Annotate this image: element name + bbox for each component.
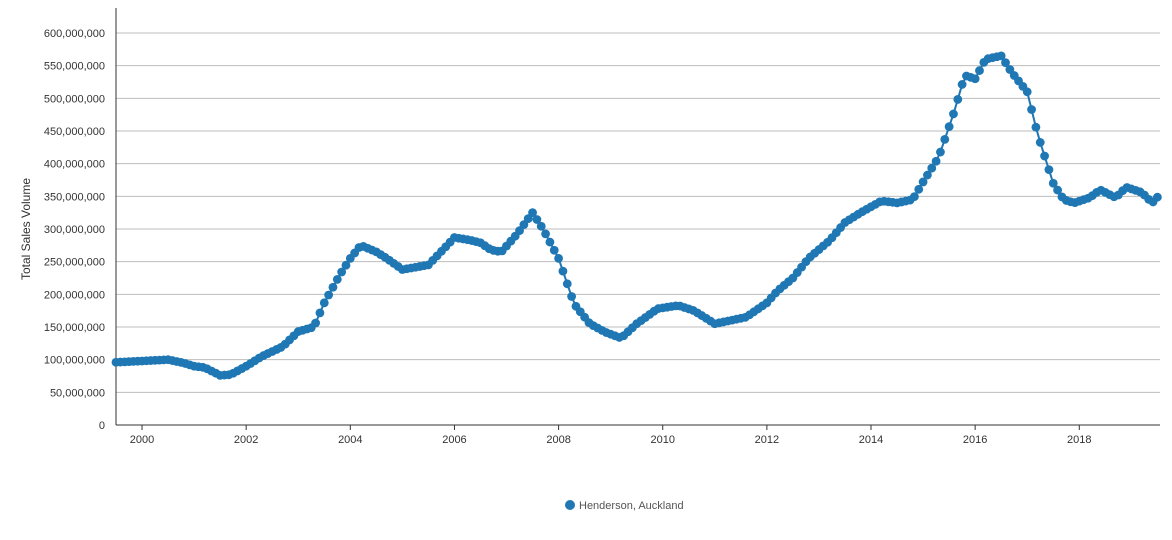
x-tick-label: 2004 — [338, 434, 362, 446]
data-point[interactable] — [949, 109, 958, 119]
y-tick-label: 550,000,000 — [44, 61, 105, 73]
legend-marker — [565, 500, 575, 510]
data-point[interactable] — [532, 215, 542, 224]
grid-lines — [116, 32, 1160, 393]
data-point[interactable] — [341, 260, 351, 270]
x-tick-label: 2016 — [963, 434, 987, 446]
data-point[interactable] — [940, 134, 950, 144]
y-tick-label: 400,000,000 — [44, 159, 105, 171]
y-tick-label: 600,000,000 — [44, 28, 105, 40]
x-axis-ticks: 2000 2002 2004 2006 2008 2010 2012 2014 2016 2018 — [130, 425, 1092, 446]
data-point[interactable] — [953, 95, 963, 104]
data-point[interactable] — [332, 275, 342, 284]
y-tick-label: 350,000,000 — [44, 191, 105, 203]
data-point[interactable] — [931, 156, 941, 166]
y-tick-label: 150,000,000 — [44, 322, 105, 334]
y-axis-title: Total Sales Volume — [19, 178, 33, 280]
data-point[interactable] — [1153, 192, 1162, 202]
data-point[interactable] — [996, 51, 1006, 61]
y-tick-label: 200,000,000 — [44, 289, 105, 301]
y-tick-label: 0 — [99, 420, 105, 432]
x-tick-label: 2012 — [755, 434, 779, 446]
data-point[interactable] — [1044, 165, 1054, 175]
data-point[interactable] — [1001, 58, 1010, 68]
data-point[interactable] — [337, 267, 347, 277]
data-point[interactable] — [528, 208, 537, 218]
axes — [115, 8, 1160, 426]
x-tick-label: 2006 — [442, 434, 466, 446]
x-tick-label: 2000 — [130, 434, 154, 446]
data-point[interactable] — [324, 290, 334, 300]
series-layer — [111, 51, 1162, 380]
data-point[interactable] — [562, 279, 572, 289]
data-point[interactable] — [936, 147, 945, 157]
data-point[interactable] — [319, 298, 329, 308]
y-tick-label: 100,000,000 — [44, 355, 105, 367]
y-tick-label: 500,000,000 — [44, 93, 105, 105]
data-point[interactable] — [957, 80, 967, 89]
data-point[interactable] — [1022, 87, 1032, 97]
x-tick-label: 2002 — [234, 434, 258, 446]
data-point[interactable] — [975, 66, 984, 75]
y-axis-ticks: 0 50,000,000 100,000,000 150,000,000 200,000… — [44, 28, 105, 432]
data-point[interactable] — [541, 229, 550, 239]
data-point[interactable] — [1031, 122, 1041, 132]
data-point[interactable] — [1027, 105, 1036, 114]
legend[interactable]: Henderson, Auckland — [565, 500, 684, 512]
y-tick-label: 450,000,000 — [44, 126, 105, 138]
x-tick-label: 2010 — [650, 434, 674, 446]
data-point[interactable] — [315, 308, 325, 318]
data-point[interactable] — [549, 245, 559, 255]
data-point[interactable] — [914, 184, 924, 194]
data-point[interactable] — [927, 163, 937, 173]
data-point[interactable] — [1035, 138, 1045, 147]
legend-label: Henderson, Auckland — [579, 500, 684, 512]
data-point[interactable] — [554, 254, 563, 263]
data-point[interactable] — [944, 122, 954, 132]
data-point[interactable] — [1048, 178, 1058, 188]
data-point[interactable] — [923, 170, 932, 180]
y-tick-label: 250,000,000 — [44, 257, 105, 269]
x-tick-label: 2008 — [546, 434, 570, 446]
data-point[interactable] — [1053, 185, 1062, 195]
y-tick-label: 50,000,000 — [50, 387, 105, 399]
data-point[interactable] — [328, 282, 338, 292]
data-point[interactable] — [558, 266, 568, 276]
data-point[interactable] — [910, 192, 919, 202]
data-point[interactable] — [545, 237, 555, 247]
data-point[interactable] — [1040, 151, 1049, 161]
data-point[interactable] — [970, 74, 980, 84]
data-point[interactable] — [311, 318, 320, 328]
data-point[interactable] — [536, 221, 546, 231]
y-tick-label: 300,000,000 — [44, 224, 105, 236]
data-point[interactable] — [918, 177, 928, 187]
x-tick-label: 2018 — [1067, 434, 1091, 446]
data-point[interactable] — [567, 292, 577, 301]
x-tick-label: 2014 — [859, 434, 883, 446]
